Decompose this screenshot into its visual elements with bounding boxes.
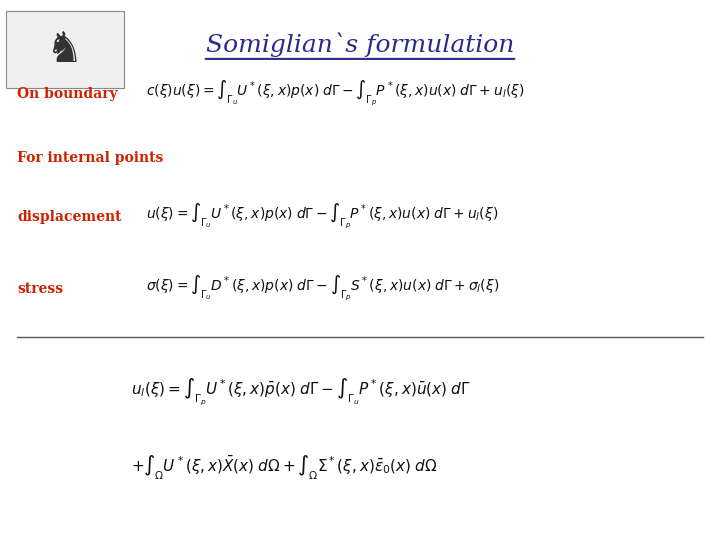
Text: ♞: ♞ xyxy=(45,29,82,71)
Text: $u_l(\xi) = \int_{\Gamma_p} U^*(\xi,x)\bar{p}(x)\; d\Gamma - \int_{\Gamma_u} P^*: $u_l(\xi) = \int_{\Gamma_p} U^*(\xi,x)\b… xyxy=(131,377,471,408)
FancyBboxPatch shape xyxy=(6,11,125,88)
Text: $+\int_{\Omega} U^*(\xi,x)\bar{X}(x)\; d\Omega + \int_{\Omega} \Sigma^*(\xi,x)\b: $+\int_{\Omega} U^*(\xi,x)\bar{X}(x)\; d… xyxy=(131,454,438,482)
Text: stress: stress xyxy=(17,282,63,296)
Text: Somiglian`s formulation: Somiglian`s formulation xyxy=(206,32,514,57)
Text: For internal points: For internal points xyxy=(17,151,163,165)
Text: $\sigma(\xi) = \int_{\Gamma_u} D^*(\xi,x)p(x)\; d\Gamma - \int_{\Gamma_p} S^*(\x: $\sigma(\xi) = \int_{\Gamma_u} D^*(\xi,x… xyxy=(145,274,499,303)
Text: displacement: displacement xyxy=(17,210,122,224)
Text: On boundary: On boundary xyxy=(17,86,117,100)
Text: $c(\xi)u(\xi) = \int_{\Gamma_u} U^*(\xi,x)p(x)\; d\Gamma - \int_{\Gamma_p} P^*(\: $c(\xi)u(\xi) = \int_{\Gamma_u} U^*(\xi,… xyxy=(145,79,524,109)
Text: $u(\xi) = \int_{\Gamma_u} U^*(\xi,x)p(x)\; d\Gamma - \int_{\Gamma_p} P^*(\xi,x)u: $u(\xi) = \int_{\Gamma_u} U^*(\xi,x)p(x)… xyxy=(145,202,498,231)
